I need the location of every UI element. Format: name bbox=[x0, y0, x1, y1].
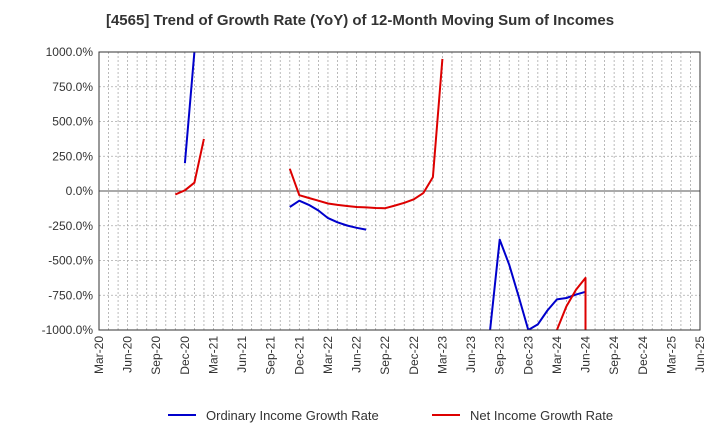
x-tick-label: Sep-22 bbox=[378, 336, 392, 375]
x-tick-label: Jun-23 bbox=[464, 336, 478, 373]
series-line-1 bbox=[489, 238, 586, 330]
y-tick-label: -750.0% bbox=[48, 288, 93, 302]
x-tick-label: Sep-23 bbox=[493, 336, 507, 375]
axes: 1000.0% 750.0% 500.0% 250.0% 0.0% -250.0% -500… bbox=[42, 45, 707, 375]
grid bbox=[98, 51, 701, 331]
series-line-1 bbox=[183, 52, 196, 164]
y-tick-label: -1000.0% bbox=[42, 323, 94, 337]
series-line-2 bbox=[555, 276, 587, 330]
series-lines bbox=[174, 52, 587, 330]
x-tick-label: Dec-20 bbox=[178, 336, 192, 375]
plot-border bbox=[98, 51, 701, 331]
x-tick-label: Dec-22 bbox=[407, 336, 421, 375]
x-tick-label: Mar-20 bbox=[92, 336, 106, 374]
x-tick-label: Sep-20 bbox=[149, 336, 163, 375]
x-tick-label: Dec-24 bbox=[636, 336, 650, 375]
x-tick-label: Mar-23 bbox=[435, 336, 449, 374]
y-tick-label: -250.0% bbox=[48, 219, 93, 233]
x-tick-label: Mar-24 bbox=[550, 336, 564, 374]
x-tick-label: Dec-23 bbox=[521, 336, 535, 375]
x-tick-label: Dec-21 bbox=[292, 336, 306, 375]
y-tick-label: 750.0% bbox=[52, 80, 93, 94]
y-tick-label: 0.0% bbox=[66, 184, 94, 198]
x-tick-label: Mar-22 bbox=[321, 336, 335, 374]
x-tick-label: Jun-22 bbox=[350, 336, 364, 373]
x-tick-label: Jun-25 bbox=[693, 336, 707, 373]
y-tick-label: 250.0% bbox=[52, 149, 93, 163]
series-line-2 bbox=[174, 138, 205, 196]
chart-title: [4565] Trend of Growth Rate (YoY) of 12-… bbox=[105, 12, 615, 29]
x-tick-label: Sep-24 bbox=[607, 336, 621, 375]
legend-label: Net Income Growth Rate bbox=[470, 408, 613, 423]
legend: Ordinary Income Growth Rate Net Income Gr… bbox=[168, 408, 613, 423]
series-line-1 bbox=[289, 199, 367, 231]
y-tick-label: 1000.0% bbox=[46, 45, 94, 59]
series-line-2 bbox=[288, 58, 444, 210]
x-tick-label: Sep-21 bbox=[264, 336, 278, 375]
x-tick-label: Jun-21 bbox=[235, 336, 249, 373]
y-tick-label: 500.0% bbox=[52, 115, 93, 129]
y-tick-label: -500.0% bbox=[48, 254, 93, 268]
legend-label: Ordinary Income Growth Rate bbox=[206, 408, 379, 423]
x-tick-label: Mar-21 bbox=[206, 336, 220, 374]
x-tick-label: Jun-24 bbox=[579, 336, 593, 373]
x-tick-label: Mar-25 bbox=[664, 336, 678, 374]
x-tick-label: Jun-20 bbox=[121, 336, 135, 373]
